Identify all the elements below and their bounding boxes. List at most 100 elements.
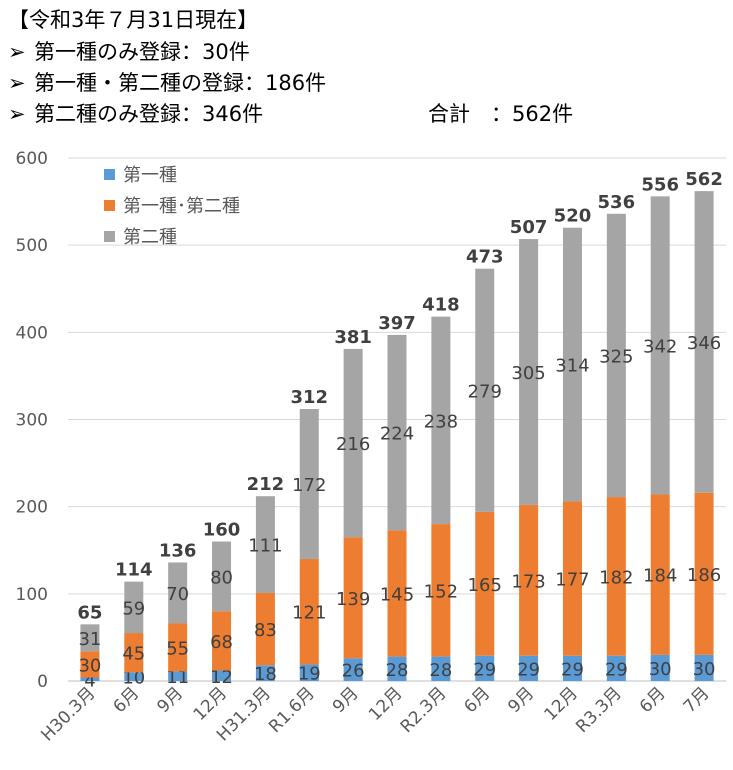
data-label: 28 bbox=[386, 660, 409, 681]
data-label: 305 bbox=[511, 363, 545, 384]
summary-line-2: ➢ 第一種・第二種の登録：186件 bbox=[8, 67, 326, 97]
data-label: 238 bbox=[424, 411, 458, 432]
summary-line-1: ➢ 第一種のみ登録：30件 bbox=[8, 36, 250, 66]
bar-segment bbox=[475, 655, 495, 681]
data-label: 10 bbox=[122, 668, 145, 689]
bar-segment bbox=[519, 504, 539, 656]
bar-segment bbox=[299, 558, 319, 665]
bar-segment bbox=[650, 196, 670, 495]
data-label: 80 bbox=[210, 567, 233, 588]
arrowhead-bullet-icon: ➢ bbox=[8, 71, 26, 95]
bar-segment bbox=[650, 654, 670, 681]
data-label: 139 bbox=[336, 589, 370, 610]
summary-text: 第一種・第二種の登録：186件 bbox=[34, 71, 327, 95]
bar-segment bbox=[212, 541, 232, 612]
bar-segment bbox=[343, 537, 363, 659]
bar-segment bbox=[606, 213, 626, 498]
data-label: 83 bbox=[254, 620, 277, 641]
bar-segment bbox=[124, 633, 144, 673]
data-label: 177 bbox=[555, 570, 589, 591]
arrowhead-bullet-icon: ➢ bbox=[8, 40, 26, 64]
data-label: 30 bbox=[693, 659, 716, 680]
total-label: 136 bbox=[159, 540, 197, 561]
data-label: 186 bbox=[687, 565, 721, 586]
x-tick-label: R2.3月 bbox=[397, 683, 451, 737]
data-label: 184 bbox=[643, 566, 677, 587]
arrowhead-bullet-icon: ➢ bbox=[8, 102, 26, 126]
bar-segment bbox=[168, 671, 188, 681]
data-label: 165 bbox=[468, 575, 502, 596]
bar-segment bbox=[387, 656, 407, 681]
data-label: 19 bbox=[298, 664, 321, 685]
data-label: 31 bbox=[78, 629, 101, 650]
x-tick-label: H30.3月 bbox=[37, 683, 99, 745]
bar-segment bbox=[255, 592, 275, 666]
data-label: 279 bbox=[468, 381, 502, 402]
data-label: 152 bbox=[424, 581, 458, 602]
bar-segment bbox=[168, 623, 188, 672]
data-label: 216 bbox=[336, 434, 370, 455]
bar-segment bbox=[168, 562, 188, 624]
data-label: 28 bbox=[429, 660, 452, 681]
bar-segment bbox=[694, 654, 714, 681]
y-tick-label: 300 bbox=[16, 411, 48, 431]
bar-segment bbox=[387, 334, 407, 531]
data-label: 342 bbox=[643, 336, 677, 357]
bar-segment bbox=[431, 656, 451, 681]
x-tick-label: R1.6月 bbox=[265, 683, 319, 737]
y-tick-label: 200 bbox=[16, 498, 48, 518]
bar-segment bbox=[694, 492, 714, 655]
date-line: 【令和3年７月31日現在】 bbox=[8, 8, 259, 32]
data-label: 18 bbox=[254, 664, 277, 685]
bar-segment bbox=[694, 191, 714, 493]
summary-text: 第一種のみ登録：30件 bbox=[34, 40, 250, 64]
bar-segment bbox=[124, 581, 144, 634]
data-label: 145 bbox=[380, 584, 414, 605]
legend-swatch bbox=[104, 200, 115, 211]
data-label: 172 bbox=[292, 475, 326, 496]
legend-swatch bbox=[104, 231, 115, 242]
legend-label: 第一種･第二種 bbox=[123, 196, 240, 217]
bar-segment bbox=[431, 524, 451, 657]
data-label: 111 bbox=[248, 536, 282, 557]
data-label: 121 bbox=[292, 603, 326, 624]
legend-label: 第二種 bbox=[123, 227, 177, 248]
y-tick-label: 500 bbox=[16, 236, 48, 256]
data-label: 314 bbox=[555, 356, 589, 377]
bar-segment bbox=[519, 655, 539, 681]
total-text: 合計 ：562件 bbox=[428, 102, 574, 126]
legend-swatch bbox=[104, 169, 115, 180]
data-label: 4 bbox=[84, 670, 95, 691]
bar-segment bbox=[255, 665, 275, 681]
bar-segment bbox=[519, 239, 539, 505]
total-label: 473 bbox=[466, 247, 504, 268]
total-label: 536 bbox=[598, 192, 636, 213]
bar-segment bbox=[606, 655, 626, 681]
data-label: 29 bbox=[517, 659, 540, 680]
data-label: 12 bbox=[210, 667, 233, 688]
x-tick-label: 6月 bbox=[460, 683, 494, 717]
total-label: 520 bbox=[554, 206, 592, 227]
bar-segment bbox=[80, 651, 100, 678]
data-label: 29 bbox=[473, 659, 496, 680]
total-label: 397 bbox=[378, 313, 416, 334]
y-tick-label: 400 bbox=[16, 323, 48, 343]
y-tick-label: 100 bbox=[16, 585, 48, 605]
data-label: 45 bbox=[122, 644, 145, 665]
total-label: 65 bbox=[77, 602, 102, 623]
data-label: 173 bbox=[511, 571, 545, 592]
bar-segment bbox=[212, 670, 232, 681]
bar-segment bbox=[80, 624, 100, 652]
total-label: 212 bbox=[247, 474, 285, 495]
total-label: 556 bbox=[641, 174, 679, 195]
data-label: 55 bbox=[166, 638, 189, 659]
x-tick-label: 9月 bbox=[329, 683, 363, 717]
data-label: 182 bbox=[599, 567, 633, 588]
x-tick-label: 9月 bbox=[153, 683, 187, 717]
bar-segment bbox=[562, 655, 582, 681]
summary-line-3: ➢ 第二種のみ登録：346件 bbox=[8, 98, 263, 128]
bar-segment bbox=[475, 268, 495, 512]
bar-segment bbox=[80, 677, 100, 681]
bar-segment bbox=[299, 664, 319, 681]
